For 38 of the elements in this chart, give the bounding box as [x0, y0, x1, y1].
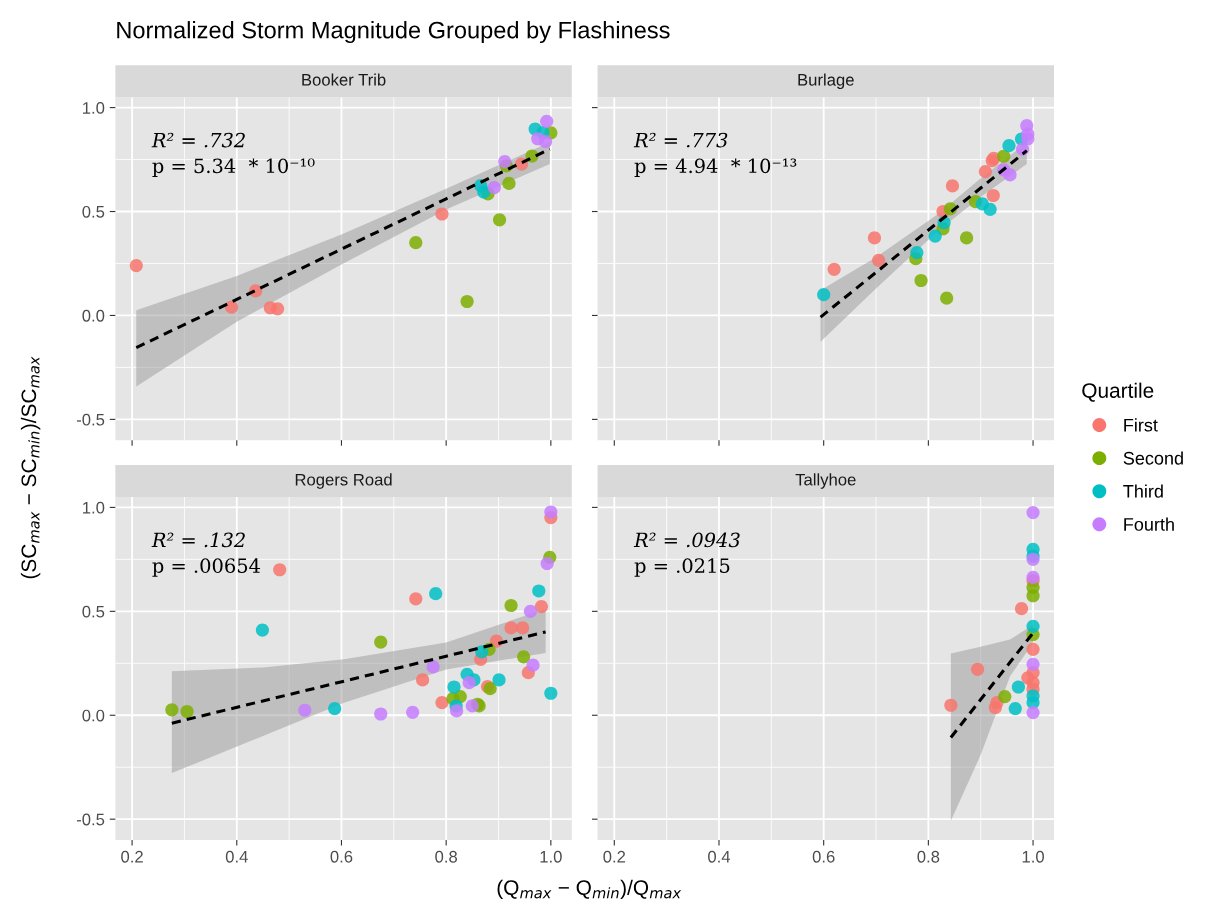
x-tick-label: 0.2 — [603, 850, 626, 863]
y-tick-label: 0.0 — [82, 309, 105, 322]
annotation: R² = .0943 — [633, 532, 740, 548]
chart-title: Rogers Road — [295, 473, 392, 489]
annotation: R² = .773 — [633, 132, 728, 148]
x-tick-label: 1.0 — [1022, 850, 1044, 863]
legend-label: Fourth — [1124, 517, 1174, 531]
chart-title: Burlage — [798, 73, 854, 90]
x-tick-label: 0.8 — [917, 850, 940, 863]
x-tick-label: 0.6 — [330, 850, 353, 863]
legend-label: Second — [1123, 451, 1183, 465]
annotation: R² = .132 — [151, 532, 245, 548]
y-tick-label: -0.5 — [76, 813, 105, 826]
annotation: p = 4.94 * 10⁻¹³ — [634, 158, 797, 177]
y-tick-label: 0.0 — [82, 709, 105, 722]
legend-title: Quartile — [1082, 382, 1154, 402]
annotation: R² = .732 — [151, 132, 245, 148]
legend-label: First — [1124, 418, 1158, 432]
legend-label: Third — [1123, 484, 1163, 498]
y-tick-label: 1.0 — [83, 102, 105, 114]
x-tick-label: 0.4 — [708, 850, 731, 863]
y-tick-label: 0.5 — [82, 205, 105, 218]
x-tick-label: 0.4 — [225, 850, 248, 863]
x-axis-title: (Q$_{max}$ − Q$_{min}$)/Q$_{max}$ — [497, 879, 682, 900]
annotation: p = .0215 — [634, 558, 730, 577]
text: Normalized Storm Magnitude Grouped by Flashiness — [117, 21, 670, 44]
annotation: p = .00654 — [152, 558, 261, 577]
x-tick-label: 1.0 — [540, 850, 562, 863]
x-tick-label: 0.8 — [435, 850, 458, 863]
y-tick-label: 1.0 — [83, 501, 105, 514]
y-tick-label: 0.5 — [82, 605, 105, 618]
x-tick-label: 0.2 — [121, 850, 143, 863]
x-tick-label: 0.6 — [812, 850, 835, 863]
y-tick-label: -0.5 — [76, 413, 105, 426]
y-axis-title: (SC$_{max}$ − SC$_{min}$)/SC$_{max}$ — [20, 356, 41, 579]
annotation: p = 5.34 * 10⁻¹⁰ — [152, 158, 315, 177]
chart-title: Booker Trib — [302, 73, 386, 86]
chart-title: Tallyhoe — [795, 473, 856, 489]
